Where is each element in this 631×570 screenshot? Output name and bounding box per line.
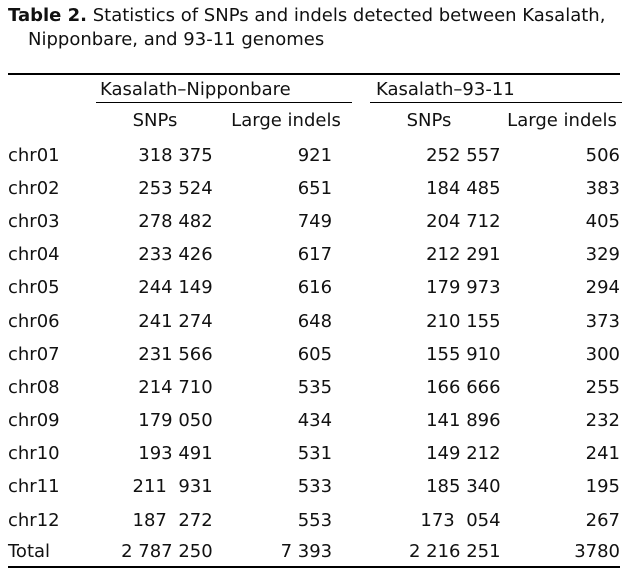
snps-kasalath-93-11-cell: 179 973	[426, 277, 501, 299]
snps-kasalath-93-11-cell: 173 054	[420, 509, 501, 531]
group-rule-kasalath-93-11	[370, 102, 622, 103]
large-indels-kasalath-93-11-cell: 373	[585, 310, 620, 332]
snps-kasalath-nipponbare-cell: 187 272	[132, 509, 213, 531]
large-indels-kasalath-93-11-cell: 405	[585, 210, 620, 232]
large-indels-kasalath-nipponbare-cell: 648	[297, 310, 333, 332]
chromosome-cell: chr01	[8, 144, 60, 166]
chromosome-cell: chr12	[8, 509, 60, 531]
large-indels-kasalath-93-11-cell: 267	[585, 509, 620, 531]
large-indels-kasalath-93-11-cell: 300	[585, 343, 620, 365]
group-header-kasalath-93-11: Kasalath–93-11	[376, 79, 515, 100]
group-rule-kasalath-nipponbare	[96, 102, 352, 103]
large-indels-kasalath-nipponbare-cell: 749	[297, 210, 333, 232]
chromosome-cell: chr04	[8, 244, 60, 266]
large-indels-kasalath-nipponbare-cell: 921	[297, 144, 333, 166]
large-indels-kasalath-nipponbare-cell: 616	[297, 277, 333, 299]
table-row: chr09 179 050 434 141 896 232	[8, 405, 620, 438]
statistics-table-body: chr01 318 375 921 252 557 506 chr02 253 524 651…	[8, 139, 620, 567]
large-indels-kasalath-93-11-cell: 506	[585, 144, 620, 166]
column-header-snps-2: SNPs	[406, 110, 452, 131]
top-rule	[8, 73, 620, 75]
snps-kasalath-nipponbare-cell: 233 426	[138, 244, 213, 266]
snps-kasalath-93-11-cell: 149 212	[426, 443, 501, 465]
snps-kasalath-93-11-cell: 166 666	[426, 376, 501, 398]
large-indels-kasalath-93-11-cell: 294	[585, 277, 620, 299]
snps-kasalath-93-11-cell: 252 557	[426, 144, 501, 166]
snps-kasalath-nipponbare-cell: 231 566	[138, 343, 213, 365]
column-header-snps-1: SNPs	[132, 110, 178, 131]
chromosome-cell: chr05	[8, 277, 60, 299]
large-indels-kasalath-nipponbare-cell: 434	[297, 410, 333, 432]
large-indels-kasalath-nipponbare-cell: 533	[297, 476, 333, 498]
snps-kasalath-nipponbare-cell: 278 482	[138, 210, 213, 232]
statistics-table: chr01 318 375 921 252 557 506 chr02 253 524 651…	[8, 139, 620, 567]
large-indels-kasalath-nipponbare-cell: 605	[297, 343, 333, 365]
snps-kasalath-nipponbare-cell: 244 149	[138, 277, 213, 299]
snps-kasalath-93-11-cell: 141 896	[426, 410, 501, 432]
large-indels-kasalath-nipponbare-cell: 651	[297, 177, 333, 199]
chromosome-cell: chr07	[8, 343, 60, 365]
large-indels-kasalath-93-11-cell: 241	[585, 443, 620, 465]
snps-kasalath-93-11-cell: 212 291	[426, 244, 501, 266]
chromosome-cell: chr03	[8, 210, 60, 232]
chromosome-cell: chr06	[8, 310, 60, 332]
snps-kasalath-93-11-cell: 155 910	[426, 343, 501, 365]
snps-kasalath-nipponbare-cell: 193 491	[138, 443, 213, 465]
snps-kasalath-93-11-cell: 210 155	[426, 310, 501, 332]
large-indels-kasalath-93-11-cell: 383	[585, 177, 620, 199]
column-header-large-indels-1: Large indels	[231, 110, 341, 131]
total-large-indels-kasalath-nipponbare-cell: 7 393	[280, 541, 333, 563]
large-indels-kasalath-93-11-cell: 195	[585, 476, 620, 498]
table-row: chr12 187 272 553 173 054 267	[8, 504, 620, 537]
snps-kasalath-nipponbare-cell: 253 524	[138, 177, 213, 199]
large-indels-kasalath-nipponbare-cell: 617	[297, 244, 333, 266]
table-row: chr07 231 566 605 155 910 300	[8, 338, 620, 371]
snps-kasalath-93-11-cell: 185 340	[426, 476, 501, 498]
table-row: chr10 193 491 531 149 212 241	[8, 438, 620, 471]
snps-kasalath-nipponbare-cell: 214 710	[138, 376, 213, 398]
table-caption-text-line2: Nipponbare, and 93-11 genomes	[28, 29, 325, 50]
snps-kasalath-nipponbare-cell: 211 931	[132, 476, 213, 498]
chromosome-cell: chr10	[8, 443, 60, 465]
column-header-large-indels-2: Large indels	[507, 110, 617, 131]
total-snps-kasalath-nipponbare-cell: 2 787 250	[121, 541, 213, 563]
table-row: chr04 233 426 617 212 291 329	[8, 239, 620, 272]
group-header-kasalath-nipponbare: Kasalath–Nipponbare	[100, 79, 291, 100]
large-indels-kasalath-93-11-cell: 255	[585, 376, 620, 398]
chromosome-cell: chr08	[8, 376, 60, 398]
snps-kasalath-nipponbare-cell: 318 375	[138, 144, 213, 166]
bottom-rule	[8, 566, 620, 568]
table-row: chr03 278 482 749 204 712 405	[8, 205, 620, 238]
snps-kasalath-nipponbare-cell: 241 274	[138, 310, 213, 332]
table-row: chr02 253 524 651 184 485 383	[8, 172, 620, 205]
total-snps-kasalath-93-11-cell: 2 216 251	[408, 541, 501, 563]
chromosome-cell: chr02	[8, 177, 60, 199]
large-indels-kasalath-93-11-cell: 329	[585, 244, 620, 266]
table-row: chr01 318 375 921 252 557 506	[8, 139, 620, 172]
chromosome-cell: chr11	[8, 476, 60, 498]
snps-kasalath-93-11-cell: 204 712	[426, 210, 501, 232]
total-row: Total 2 787 250 7 393 2 216 251 3780	[8, 537, 620, 567]
table-caption: Table 2. Statistics of SNPs and indels d…	[8, 4, 628, 52]
table-row: chr08 214 710 535 166 666 255	[8, 371, 620, 404]
table-row: chr05 244 149 616 179 973 294	[8, 272, 620, 305]
table-row: chr11 211 931 533 185 340 195	[8, 471, 620, 504]
snps-kasalath-nipponbare-cell: 179 050	[138, 410, 213, 432]
large-indels-kasalath-nipponbare-cell: 553	[297, 509, 333, 531]
table-caption-label: Table 2.	[8, 5, 87, 26]
large-indels-kasalath-93-11-cell: 232	[585, 410, 620, 432]
chromosome-cell: chr09	[8, 410, 60, 432]
large-indels-kasalath-nipponbare-cell: 535	[297, 376, 333, 398]
large-indels-kasalath-nipponbare-cell: 531	[297, 443, 333, 465]
table-caption-text-line1: Statistics of SNPs and indels detected b…	[87, 5, 606, 26]
total-large-indels-kasalath-93-11-cell: 3780	[574, 541, 620, 563]
total-chromosome-cell: Total	[8, 541, 51, 563]
table-row: chr06 241 274 648 210 155 373	[8, 305, 620, 338]
snps-kasalath-93-11-cell: 184 485	[426, 177, 501, 199]
